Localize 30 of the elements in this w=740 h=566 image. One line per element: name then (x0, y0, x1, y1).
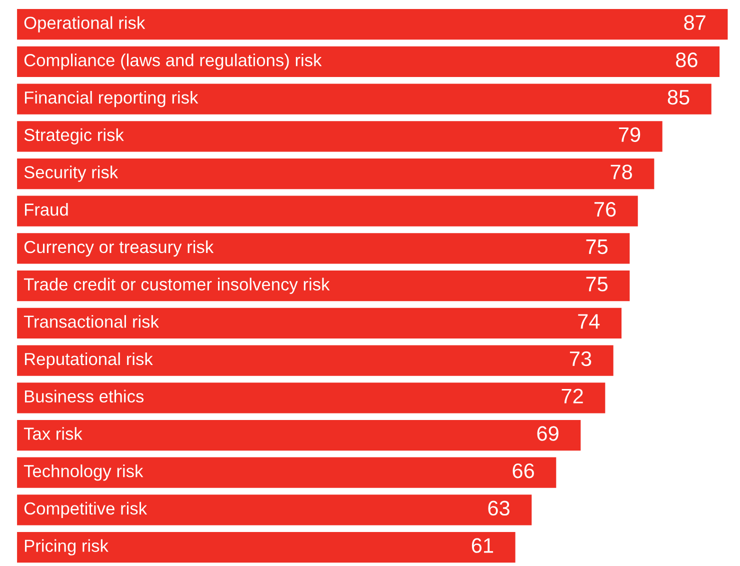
data-label: 76 (594, 202, 616, 217)
data-label: 79 (618, 127, 640, 142)
y-tick-label: Strategic risk (24, 128, 124, 144)
y-tick-label: Trade credit or customer insolvency risk (24, 278, 330, 294)
y-tick-label: Financial reporting risk (24, 90, 198, 108)
y-tick-label: Currency or treasury risk (24, 240, 214, 257)
data-label: 63 (488, 500, 510, 516)
y-tick-label: Compliance (laws and regulations) risk (24, 54, 322, 70)
y-tick-label: Reputational risk (24, 352, 153, 369)
y-tick-label: Competitive risk (24, 502, 148, 518)
y-tick-label: Fraud (24, 203, 68, 216)
data-label: 78 (610, 164, 632, 180)
y-tick-label: Pricing risk (24, 539, 108, 556)
data-label: 74 (578, 314, 600, 329)
data-label: 75 (586, 240, 608, 254)
data-label: 66 (512, 463, 534, 478)
data-label: 75 (586, 276, 608, 292)
y-tick-label: Business ethics (24, 390, 144, 403)
y-tick-label: Technology risk (24, 464, 144, 481)
data-label: 61 (472, 538, 494, 553)
y-tick-label: Operational risk (24, 16, 146, 32)
data-label: 69 (537, 426, 558, 441)
data-label: 87 (684, 15, 706, 30)
data-label: 73 (570, 351, 592, 366)
data-label: 86 (676, 52, 698, 68)
data-label: 72 (562, 388, 583, 404)
data-label: 85 (668, 90, 690, 105)
y-tick-label: Tax risk (24, 427, 82, 440)
y-tick-label: Transactional risk (24, 315, 159, 328)
y-tick-label: Security risk (24, 166, 118, 182)
